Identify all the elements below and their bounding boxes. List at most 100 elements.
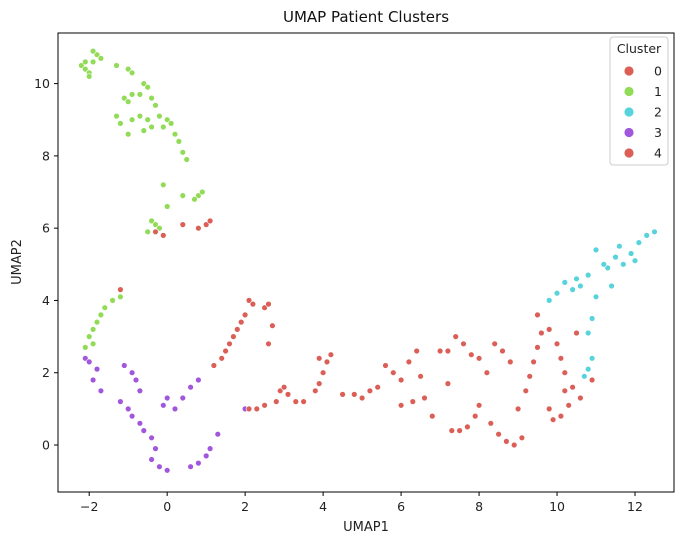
data-point <box>175 138 183 145</box>
y-tick-label: 6 <box>42 221 50 236</box>
plot-area-frame <box>57 32 675 493</box>
data-point <box>206 217 214 225</box>
x-tick-label: 2 <box>241 499 249 514</box>
data-point <box>390 369 397 376</box>
data-point <box>128 412 136 420</box>
data-point <box>164 467 171 474</box>
data-point <box>421 394 428 402</box>
data-point <box>265 340 272 347</box>
data-point <box>631 257 639 264</box>
data-point <box>117 120 124 127</box>
data-point <box>148 434 155 441</box>
data-point <box>452 333 459 340</box>
data-point <box>121 362 128 369</box>
data-point <box>592 293 600 300</box>
data-point <box>292 398 299 405</box>
data-point <box>179 221 187 228</box>
data-point <box>101 304 109 311</box>
data-point <box>557 412 565 420</box>
data-point <box>245 297 253 304</box>
legend-marker <box>624 127 634 138</box>
data-point <box>164 116 171 123</box>
data-point <box>230 333 237 340</box>
data-point <box>179 192 187 199</box>
data-point <box>148 94 155 102</box>
y-tick-label: 4 <box>42 293 50 308</box>
legend-marker <box>624 148 634 158</box>
x-tick-label: 12 <box>627 499 643 514</box>
x-tick-label: 0 <box>163 499 171 514</box>
data-point <box>468 351 475 358</box>
data-point <box>124 131 132 138</box>
data-point <box>612 253 619 261</box>
data-point <box>206 445 214 452</box>
x-tick-label: −2 <box>80 499 98 514</box>
data-point <box>277 387 284 394</box>
data-point <box>152 228 159 236</box>
data-point <box>472 412 479 420</box>
data-point <box>358 394 366 402</box>
y-tick-label: 2 <box>42 365 50 380</box>
data-point <box>171 405 179 413</box>
data-point <box>89 340 97 347</box>
data-point <box>89 376 97 384</box>
data-point <box>323 358 331 366</box>
data-point <box>569 286 576 293</box>
data-point <box>124 98 132 105</box>
x-axis-ticks: −2 0 2 4 6 8 10 12 <box>80 492 643 514</box>
data-point <box>584 271 592 279</box>
data-point <box>210 362 218 369</box>
data-point <box>85 333 93 340</box>
data-point <box>117 286 124 293</box>
data-point <box>144 83 151 91</box>
data-point <box>409 398 416 405</box>
data-point <box>491 340 498 347</box>
data-point <box>195 459 202 467</box>
points-layer <box>78 47 658 474</box>
data-point <box>191 196 198 203</box>
legend-label: 1 <box>654 84 662 99</box>
data-point <box>600 261 607 268</box>
data-point <box>93 365 101 373</box>
data-point <box>327 351 335 358</box>
data-point <box>553 290 561 297</box>
data-point <box>109 297 116 304</box>
chart-title: UMAP Patient Clusters <box>283 8 449 26</box>
data-point <box>156 225 163 232</box>
data-point <box>573 275 580 282</box>
data-point <box>82 344 89 351</box>
data-point <box>577 282 584 290</box>
data-point <box>113 112 120 120</box>
data-point <box>413 347 420 355</box>
data-point <box>273 398 280 405</box>
data-point <box>148 123 155 131</box>
data-point <box>569 384 576 391</box>
data-point <box>136 387 144 394</box>
legend-marker <box>624 107 634 117</box>
data-point <box>444 380 452 387</box>
data-point <box>312 387 319 394</box>
data-point <box>514 405 522 413</box>
data-point <box>93 318 101 326</box>
data-point <box>113 62 120 69</box>
data-point <box>339 391 346 398</box>
data-point <box>460 340 467 347</box>
data-point <box>152 102 159 109</box>
data-point <box>121 94 128 102</box>
data-point <box>226 340 233 347</box>
legend-marker <box>624 86 634 97</box>
data-point <box>487 420 494 427</box>
data-point <box>511 441 518 449</box>
data-point <box>128 69 136 77</box>
data-point <box>616 243 623 250</box>
y-tick-label: 10 <box>34 76 50 91</box>
x-tick-label: 10 <box>549 499 565 514</box>
data-point <box>261 402 268 409</box>
data-point <box>214 431 222 438</box>
data-point <box>417 373 424 380</box>
data-point <box>475 355 483 362</box>
data-point <box>577 394 584 402</box>
data-point <box>588 315 596 322</box>
data-point <box>179 394 187 402</box>
